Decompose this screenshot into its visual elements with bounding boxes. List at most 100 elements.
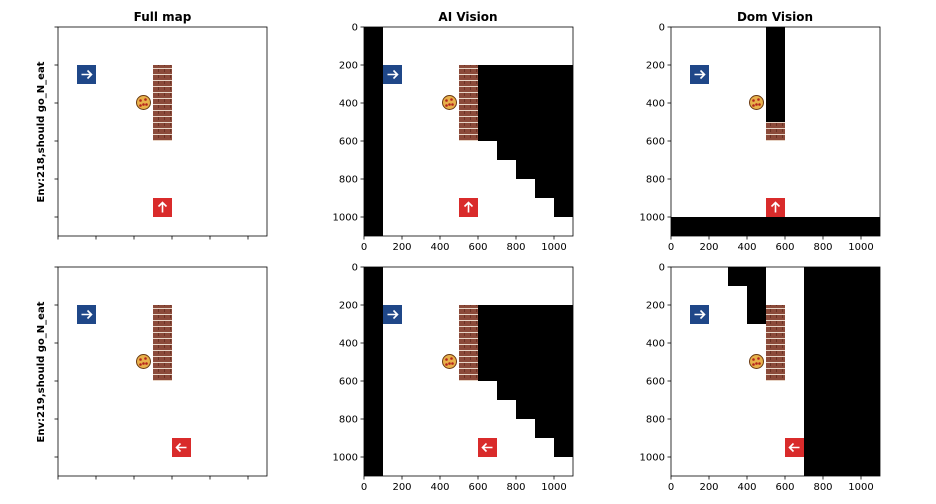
column-title-dom-vision: Dom Vision (737, 10, 813, 24)
blue-arrow-right-tile (690, 65, 709, 84)
x-tick-label: 200 (392, 482, 411, 493)
blue-arrow-right-tile (77, 65, 96, 84)
red-arrow-left-tile (478, 438, 497, 457)
vision-mask (728, 267, 766, 324)
vision-mask (766, 27, 785, 122)
food-pizza-icon (442, 354, 457, 369)
red-arrow-up-icon (770, 201, 781, 213)
x-tick-label: 1000 (848, 482, 873, 493)
y-tick-label: 200 (646, 301, 665, 312)
panel-full-map-1 (54, 26, 268, 240)
y-tick-label: 600 (646, 377, 665, 388)
blue-arrow-right-icon (694, 69, 706, 80)
pizza-topping (757, 98, 760, 101)
vision-mask (364, 267, 383, 476)
pizza-topping (752, 358, 755, 361)
pizza-crust (136, 354, 151, 369)
y-tick-label: 1000 (640, 213, 665, 224)
food-pizza-icon (749, 354, 764, 369)
blue-arrow-right-tile (383, 65, 402, 84)
red-arrow-up-icon (463, 201, 474, 213)
blue-arrow-right-icon (387, 309, 399, 320)
y-tick-label: 800 (646, 415, 665, 426)
pizza-crust (442, 95, 457, 110)
pizza-topping (755, 103, 758, 106)
x-tick-label: 200 (699, 482, 718, 493)
x-tick-label: 0 (361, 242, 367, 253)
panel-dom-vision-1: 0 200 400 600 800 1000 0 200 400 600 800 1000 (640, 23, 881, 253)
y-tick-label: 0 (352, 23, 358, 34)
vision-mask (478, 305, 573, 457)
x-tick-label: 400 (430, 482, 449, 493)
red-arrow-left-icon (788, 442, 800, 453)
y-tick-label: 400 (646, 99, 665, 110)
blue-arrow-right-icon (694, 309, 706, 320)
blue-arrow-right-tile (690, 305, 709, 324)
x-tick-label: 0 (668, 242, 674, 253)
row-label-env-219: Env:219,should go_N_eat (36, 301, 47, 442)
x-tick-label: 200 (699, 242, 718, 253)
pizza-topping (445, 363, 448, 366)
red-arrow-up-icon (157, 201, 168, 213)
y-tick-label: 200 (339, 301, 358, 312)
x-tick-label: 400 (430, 242, 449, 253)
pizza-topping (451, 362, 454, 365)
pizza-topping (450, 357, 453, 360)
pizza-topping (448, 362, 451, 365)
wall-column (459, 65, 478, 141)
x-tick-label: 600 (468, 482, 487, 493)
x-tick-label: 600 (775, 482, 794, 493)
pizza-crust (136, 95, 151, 110)
food-pizza-icon (136, 354, 151, 369)
wall-column (459, 305, 478, 381)
wall-column (153, 65, 172, 141)
x-tick-label: 0 (361, 482, 367, 493)
pizza-topping (757, 357, 760, 360)
row-label-env-218: Env:218,should go_N_eat (36, 61, 47, 202)
panels-group: 0 200 400 600 800 1000 0 200 400 600 800 1000 0 200 40… (54, 23, 881, 493)
pizza-topping (445, 358, 448, 361)
x-tick-label: 800 (506, 242, 525, 253)
x-tick-label: 1000 (848, 242, 873, 253)
panel-ai-vision-1: 0 200 400 600 800 1000 0 200 400 600 800 1000 (333, 23, 574, 253)
pizza-topping (142, 362, 145, 365)
x-tick-label: 1000 (541, 242, 566, 253)
x-tick-label: 400 (737, 482, 756, 493)
blue-arrow-right-icon (387, 69, 399, 80)
pizza-topping (139, 104, 142, 107)
y-tick-label: 0 (659, 23, 665, 34)
x-tick-label: 400 (737, 242, 756, 253)
axes-frame (363, 266, 574, 477)
y-tick-label: 800 (339, 175, 358, 186)
pizza-topping (450, 98, 453, 101)
x-tick-label: 800 (813, 482, 832, 493)
red-arrow-up-tile (459, 198, 478, 217)
pizza-topping (142, 103, 145, 106)
blue-arrow-right-tile (77, 305, 96, 324)
panel-ai-vision-2: 0 200 400 600 800 1000 0 200 400 600 800 1000 (333, 263, 574, 493)
blue-arrow-right-tile (383, 305, 402, 324)
pizza-topping (752, 99, 755, 102)
pizza-topping (139, 99, 142, 102)
y-tick-label: 0 (659, 263, 665, 274)
red-arrow-left-tile (785, 438, 804, 457)
x-tick-label: 800 (506, 482, 525, 493)
pizza-topping (448, 103, 451, 106)
pizza-topping (144, 98, 147, 101)
pizza-crust (749, 95, 764, 110)
x-tick-label: 800 (813, 242, 832, 253)
wall-column (766, 305, 785, 381)
pizza-topping (139, 363, 142, 366)
y-tick-label: 800 (339, 415, 358, 426)
food-pizza-icon (749, 95, 764, 110)
x-tick-label: 600 (468, 242, 487, 253)
y-tick-label: 1000 (640, 453, 665, 464)
pizza-topping (445, 99, 448, 102)
axes-frame (670, 26, 881, 237)
y-tick-label: 0 (352, 263, 358, 274)
x-tick-label: 200 (392, 242, 411, 253)
y-tick-label: 600 (339, 377, 358, 388)
red-arrow-left-icon (481, 442, 493, 453)
column-title-ai-vision: AI Vision (438, 10, 497, 24)
